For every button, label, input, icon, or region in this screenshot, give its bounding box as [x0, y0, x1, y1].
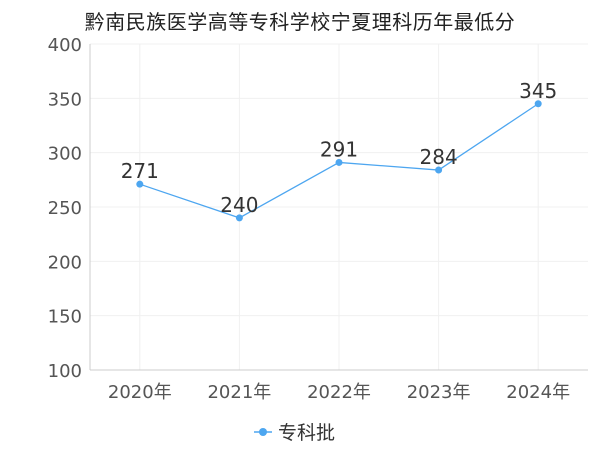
data-point[interactable]	[335, 158, 343, 166]
x-axis-ticks: 2020年 2021年 2022年 2023年 2024年	[108, 382, 570, 403]
data-points	[136, 100, 542, 222]
y-tick-label: 250	[48, 198, 82, 219]
legend-label[interactable]: 专科批	[278, 422, 335, 444]
x-tick-label: 2022年	[307, 382, 371, 403]
data-label: 284	[420, 145, 458, 169]
data-point[interactable]	[136, 180, 144, 188]
data-label: 271	[121, 159, 159, 183]
data-label: 240	[220, 193, 258, 217]
y-tick-label: 150	[48, 307, 82, 328]
y-tick-label: 200	[48, 252, 82, 273]
y-axis-ticks: 100 150 200 250 300 350 400	[48, 35, 82, 382]
axes	[89, 44, 588, 371]
y-tick-label: 100	[48, 361, 82, 382]
y-tick-label: 300	[48, 144, 82, 165]
grid-lines	[90, 43, 588, 371]
data-label: 345	[519, 79, 557, 103]
data-point[interactable]	[235, 214, 243, 222]
y-tick-label: 400	[48, 35, 82, 56]
data-labels: 271 240 291 284 345	[121, 79, 558, 217]
data-point[interactable]	[534, 100, 542, 108]
data-label: 291	[320, 137, 358, 161]
legend[interactable]: 专科批	[254, 422, 335, 444]
x-tick-label: 2023年	[407, 382, 471, 403]
data-point[interactable]	[435, 166, 443, 174]
y-tick-label: 350	[48, 89, 82, 110]
x-tick-label: 2020年	[108, 382, 172, 403]
chart-title: 黔南民族医学高等专科学校宁夏理科历年最低分	[84, 10, 516, 34]
legend-marker-icon	[259, 428, 267, 436]
x-tick-label: 2024年	[506, 382, 570, 403]
x-tick-label: 2021年	[207, 382, 271, 403]
